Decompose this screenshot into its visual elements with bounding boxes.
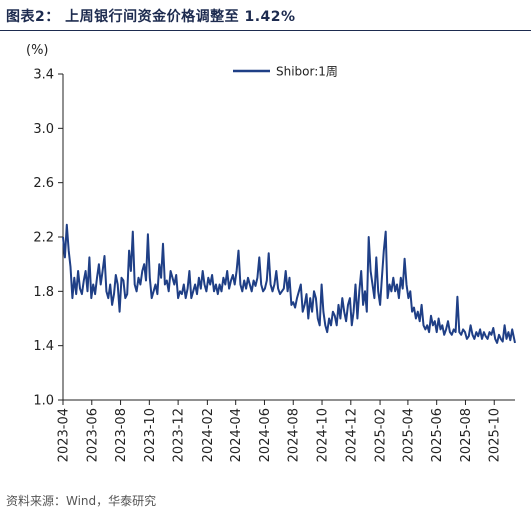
series-line-shibor-1w (62, 223, 516, 344)
x-tick-label: 2023-04 (57, 408, 72, 462)
y-tick-label: 2.6 (33, 176, 54, 191)
x-tick-label: 2023-10 (143, 408, 158, 462)
title-bar: 图表2： 上周银行间资金价格调整至 1.42% (0, 0, 531, 31)
y-tick-label: 1.4 (33, 339, 54, 354)
x-tick-label: 2025-04 (401, 408, 416, 462)
y-tick-label: 1.8 (33, 285, 54, 300)
y-tick-label: 2.2 (33, 231, 54, 246)
x-tick-label: 2025-02 (374, 408, 389, 462)
x-tick-label: 2024-10 (316, 408, 331, 462)
y-axis-unit-label: (%) (26, 43, 49, 58)
x-tick-label: 2024-06 (258, 408, 273, 462)
x-tick-label: 2025-10 (488, 408, 503, 462)
x-tick-label: 2024-02 (201, 408, 216, 462)
y-tick-label: 1.0 (33, 394, 54, 409)
source-note: 资料来源：Wind，华泰研究 (6, 494, 157, 508)
chart-title: 图表2： 上周银行间资金价格调整至 1.42% (6, 9, 296, 25)
x-tick-label: 2023-08 (114, 408, 129, 462)
y-tick-label: 3.4 (33, 68, 54, 83)
x-tick-label: 2024-04 (229, 408, 244, 462)
x-tick-label: 2023-12 (172, 408, 187, 462)
x-tick-label: 2025-08 (459, 408, 474, 462)
x-tick-label: 2023-06 (85, 408, 100, 462)
legend-label: Shibor:1周 (276, 65, 338, 79)
x-tick-label: 2024-08 (287, 408, 302, 462)
y-tick-label: 3.0 (33, 122, 54, 137)
x-tick-label: 2025-06 (430, 408, 445, 462)
x-tick-label: 2024-12 (344, 408, 359, 462)
